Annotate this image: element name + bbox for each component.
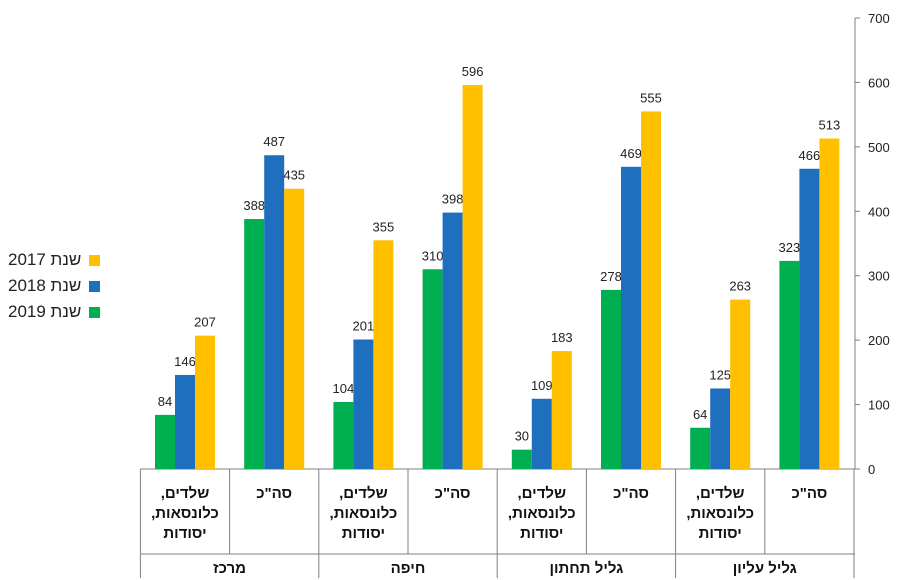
bar-2019 bbox=[601, 289, 621, 469]
bar-2019 bbox=[511, 449, 532, 469]
bar-2017 bbox=[551, 351, 572, 469]
bar-2019 bbox=[690, 427, 711, 469]
bar-2018 bbox=[799, 168, 820, 469]
category-label: כלונסאות, bbox=[686, 505, 754, 522]
y-tick-label: 600 bbox=[868, 75, 890, 90]
y-tick-label: 100 bbox=[868, 398, 890, 413]
legend-swatch-2018 bbox=[89, 280, 101, 292]
data-label-2018: 125 bbox=[709, 367, 731, 382]
category-label: סה"כ bbox=[791, 485, 827, 502]
data-label-2019: 64 bbox=[693, 407, 707, 422]
bar-2017 bbox=[730, 299, 751, 469]
y-tick-label: 700 bbox=[868, 11, 890, 26]
y-tick-label: 200 bbox=[868, 333, 890, 348]
data-label-2018: 201 bbox=[353, 318, 375, 333]
y-tick-label: 500 bbox=[868, 140, 890, 155]
legend-item-2018: שנת 2018 bbox=[8, 274, 148, 298]
category-label: יסודות bbox=[699, 525, 742, 542]
y-tick-label: 400 bbox=[868, 204, 890, 219]
chart-legend: שנת 2017 שנת 2018 שנת 2019 bbox=[8, 248, 148, 326]
category-label: כלונסאות, bbox=[330, 505, 398, 522]
legend-item-2019: שנת 2019 bbox=[8, 300, 148, 324]
y-tick-label: 300 bbox=[868, 269, 890, 284]
bar-2019 bbox=[779, 260, 800, 469]
bar-2017 bbox=[373, 240, 394, 469]
bar-2017 bbox=[462, 85, 483, 470]
bar-2017 bbox=[195, 335, 215, 469]
data-label-2017: 555 bbox=[640, 90, 662, 105]
category-label: שלדים, bbox=[161, 485, 210, 502]
bar-2018 bbox=[621, 166, 641, 469]
data-label-2018: 398 bbox=[442, 192, 464, 207]
group-label: מרכז bbox=[213, 560, 246, 577]
bar-2019 bbox=[155, 414, 175, 469]
y-tick-label: 0 bbox=[868, 462, 875, 477]
category-label: סה"כ bbox=[435, 485, 471, 502]
category-label: שלדים, bbox=[339, 485, 388, 502]
data-label-2019: 104 bbox=[333, 381, 355, 396]
legend-label-2017: שנת 2017 bbox=[8, 250, 82, 269]
bar-2017 bbox=[641, 111, 661, 470]
data-label-2019: 278 bbox=[600, 269, 622, 284]
category-label: כלונסאות, bbox=[151, 505, 219, 522]
legend-item-2017: שנת 2017 bbox=[8, 248, 148, 272]
data-label-2018: 146 bbox=[174, 354, 196, 369]
bar-2018 bbox=[264, 155, 285, 470]
legend-label-2018: שנת 2018 bbox=[8, 276, 82, 295]
data-label-2018: 109 bbox=[531, 378, 553, 393]
group-label: גליל עליון bbox=[733, 560, 797, 577]
data-label-2017: 435 bbox=[283, 168, 305, 183]
data-label-2017: 183 bbox=[551, 330, 573, 345]
bar-2018 bbox=[442, 212, 463, 469]
legend-swatch-2019 bbox=[89, 306, 101, 318]
data-label-2017: 596 bbox=[462, 64, 484, 79]
data-label-2019: 84 bbox=[158, 394, 172, 409]
category-label: סה"כ bbox=[256, 485, 292, 502]
category-label: סה"כ bbox=[613, 485, 649, 502]
data-label-2017: 513 bbox=[819, 117, 841, 132]
data-label-2017: 355 bbox=[373, 219, 395, 234]
data-label-2019: 30 bbox=[515, 429, 529, 444]
category-label: יסודות bbox=[342, 525, 385, 542]
data-label-2018: 469 bbox=[620, 146, 642, 161]
bar-2019 bbox=[422, 269, 443, 469]
data-label-2017: 207 bbox=[194, 315, 216, 330]
data-label-2018: 487 bbox=[263, 134, 285, 149]
data-label-2019: 310 bbox=[422, 248, 444, 263]
bar-2018 bbox=[353, 339, 374, 469]
bar-2018 bbox=[531, 398, 552, 469]
bar-2018 bbox=[710, 388, 731, 469]
category-label: כלונסאות, bbox=[508, 505, 576, 522]
data-label-2017: 263 bbox=[729, 279, 751, 294]
data-label-2018: 466 bbox=[799, 148, 821, 163]
group-label: חיפה bbox=[391, 560, 426, 577]
bar-2018 bbox=[175, 374, 195, 469]
legend-label-2019: שנת 2019 bbox=[8, 302, 82, 321]
category-label: יסודות bbox=[520, 525, 563, 542]
data-label-2019: 388 bbox=[243, 198, 265, 213]
group-label: גליל תחתון bbox=[549, 560, 623, 577]
bar-2019 bbox=[244, 219, 265, 469]
bar-2017 bbox=[819, 138, 840, 469]
legend-swatch-2017 bbox=[89, 254, 101, 266]
data-label-2019: 323 bbox=[779, 240, 801, 255]
bar-2019 bbox=[333, 401, 354, 469]
category-label: יסודות bbox=[163, 525, 206, 542]
bar-2017 bbox=[284, 188, 305, 469]
category-label: שלדים, bbox=[696, 485, 745, 502]
category-label: שלדים, bbox=[518, 485, 567, 502]
